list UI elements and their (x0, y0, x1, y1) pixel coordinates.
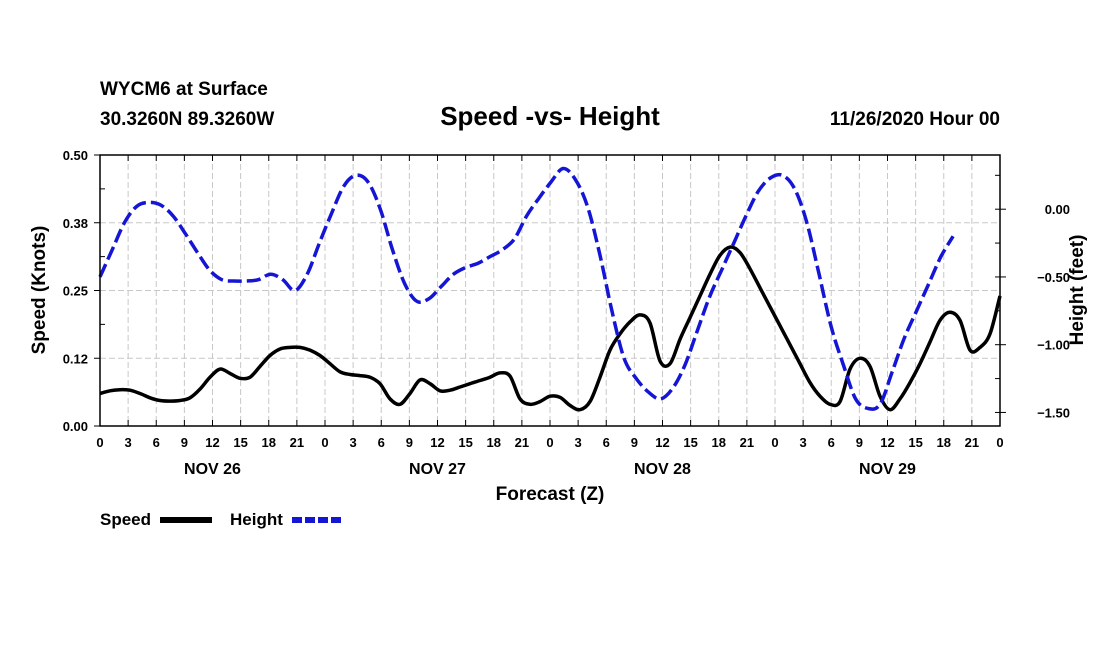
legend-speed-label: Speed (100, 510, 151, 529)
series (98, 166, 1002, 412)
x-tick-label: 0 (771, 435, 778, 450)
x-tick-label: 0 (321, 435, 328, 450)
x-tick-label: 12 (655, 435, 669, 450)
station-label: WYCM6 at Surface (100, 79, 268, 100)
x-tick-label: 3 (800, 435, 807, 450)
x-tick-label: 18 (712, 435, 726, 450)
x-tick-label: 6 (603, 435, 610, 450)
x-tick-label: 21 (965, 435, 979, 450)
day-label: NOV 26 (184, 461, 241, 478)
x-tick-label: 6 (153, 435, 160, 450)
x-tick-label: 21 (290, 435, 304, 450)
day-label: NOV 28 (634, 461, 691, 478)
height-series-line (98, 166, 955, 411)
x-tick-label: 12 (880, 435, 894, 450)
x-tick-label: 12 (205, 435, 219, 450)
datetime-label: 11/26/2020 Hour 00 (830, 109, 1000, 130)
grid (100, 155, 1000, 426)
day-label: NOV 29 (859, 461, 916, 478)
x-tick-label: 6 (828, 435, 835, 450)
x-tick-label: 9 (406, 435, 413, 450)
location-label: 30.3260N 89.3260W (100, 109, 274, 130)
y-axis-label: Speed (Knots) (29, 226, 50, 355)
x-tick-label: 18 (487, 435, 501, 450)
x-tick-label: 21 (515, 435, 529, 450)
legend-height-label: Height (230, 510, 283, 529)
y-tick-label: 0.12 (63, 351, 88, 366)
x-tick-label: 9 (856, 435, 863, 450)
x-tick-label: 18 (262, 435, 276, 450)
x-tick-label: 6 (378, 435, 385, 450)
y-tick-label: 0.38 (63, 216, 88, 231)
y2-tick-label: −1.50 (1037, 405, 1070, 420)
x-tick-label: 21 (740, 435, 754, 450)
y-tick-label: 0.25 (63, 284, 88, 299)
x-tick-label: 18 (937, 435, 951, 450)
axes: 0 3 6 9 12 15 18 21 0 3 6 9 12 15 18 21 0 3 6 9 12 15 18 21 0 3 6 9… (63, 148, 1070, 478)
x-tick-label: 12 (430, 435, 444, 450)
x-tick-label: 3 (350, 435, 357, 450)
x-tick-label: 15 (233, 435, 247, 450)
x-tick-label: 0 (996, 435, 1003, 450)
y-tick-label: 0.50 (63, 148, 88, 163)
chart-title: Speed -vs- Height (440, 101, 660, 131)
speed-series-line (99, 245, 1002, 412)
y2-tick-label: 0.00 (1045, 202, 1070, 217)
x-tick-label: 15 (908, 435, 922, 450)
x-tick-label: 0 (546, 435, 553, 450)
day-label: NOV 27 (409, 461, 466, 478)
x-tick-label: 15 (683, 435, 697, 450)
x-tick-label: 0 (96, 435, 103, 450)
x-tick-label: 15 (458, 435, 472, 450)
x-tick-label: 3 (575, 435, 582, 450)
x-tick-label: 9 (631, 435, 638, 450)
y2-tick-label: −0.50 (1037, 270, 1070, 285)
y-tick-label: 0.00 (63, 419, 88, 434)
y2-axis-label: Height (feet) (1067, 235, 1088, 346)
x-tick-label: 3 (125, 435, 132, 450)
legend: Speed Height (100, 510, 343, 529)
x-axis-label: Forecast (Z) (496, 484, 605, 505)
x-tick-label: 9 (181, 435, 188, 450)
y2-tick-label: −1.00 (1037, 338, 1070, 353)
